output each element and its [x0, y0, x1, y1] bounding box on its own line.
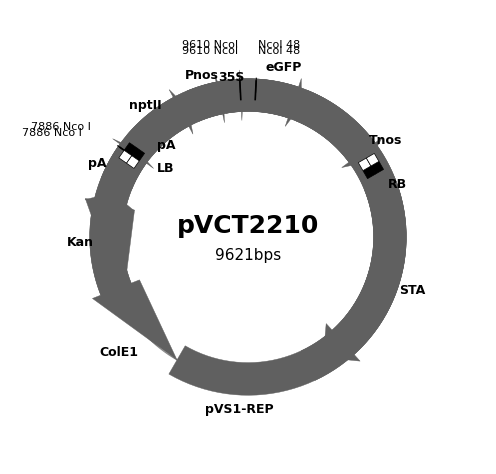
Polygon shape [124, 143, 137, 155]
Polygon shape [186, 73, 225, 123]
Text: Tnos: Tnos [369, 135, 402, 147]
Polygon shape [323, 178, 406, 361]
Text: pA: pA [157, 139, 176, 152]
Text: NcoI 48: NcoI 48 [257, 46, 300, 55]
Text: eGFP: eGFP [266, 61, 302, 74]
Text: STA: STA [400, 284, 426, 297]
Polygon shape [367, 154, 379, 166]
Text: pVS1-REP: pVS1-REP [205, 403, 273, 417]
Text: RB: RB [388, 178, 407, 191]
Polygon shape [119, 150, 132, 163]
Text: pA: pA [88, 157, 107, 170]
Polygon shape [295, 90, 382, 167]
Text: 9610 NcoI: 9610 NcoI [182, 40, 238, 50]
Text: nptII: nptII [128, 99, 161, 111]
Text: LB: LB [157, 162, 175, 175]
Text: 35S: 35S [218, 71, 245, 84]
Text: 9621bps: 9621bps [215, 248, 281, 263]
Polygon shape [358, 158, 371, 171]
Polygon shape [101, 139, 154, 190]
Polygon shape [85, 79, 406, 395]
Text: pVCT2210: pVCT2210 [177, 214, 319, 237]
Polygon shape [90, 79, 406, 381]
Polygon shape [221, 70, 243, 120]
Text: Kan: Kan [67, 237, 94, 249]
Polygon shape [132, 148, 144, 161]
Text: 7886 Nco I: 7886 Nco I [31, 122, 91, 132]
Text: ColE1: ColE1 [100, 346, 139, 359]
Polygon shape [234, 79, 302, 127]
Polygon shape [127, 90, 193, 156]
Polygon shape [85, 193, 134, 296]
Text: 9610 NcoI: 9610 NcoI [183, 46, 239, 55]
Text: NcoI 48: NcoI 48 [258, 40, 300, 50]
Polygon shape [126, 155, 139, 168]
Text: 7886 Nco I: 7886 Nco I [22, 128, 82, 138]
Polygon shape [371, 162, 383, 174]
Text: Pnos: Pnos [185, 70, 219, 82]
Polygon shape [363, 166, 375, 179]
